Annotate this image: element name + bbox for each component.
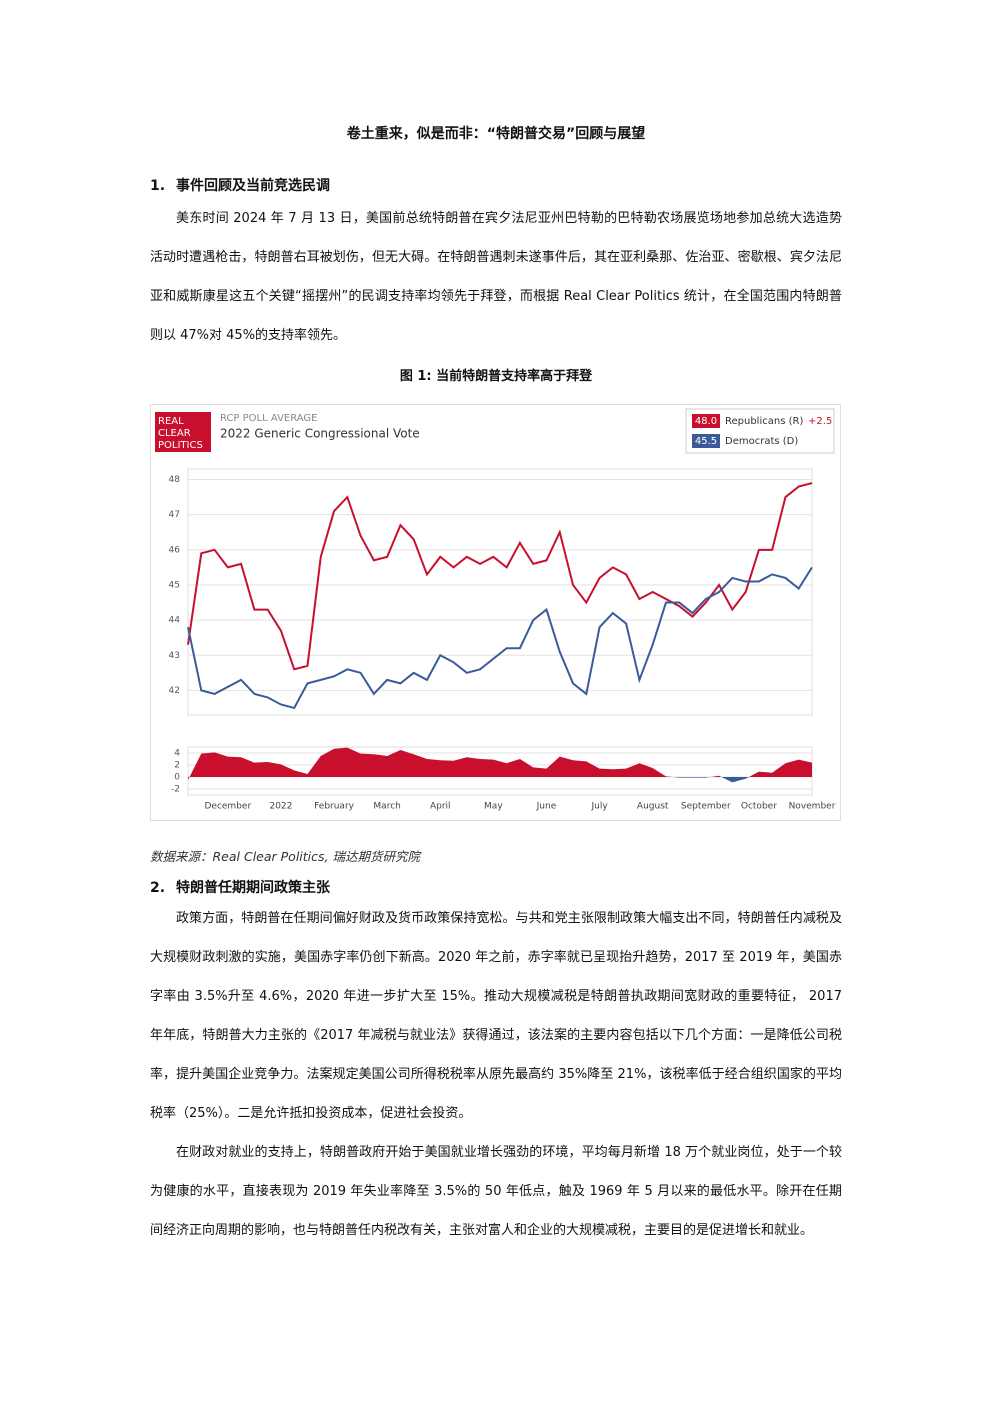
paragraph: 政策方面，特朗普在任期间偏好财政及货币政策保持宽松。与共和党主张限制政策大幅支出… [150,911,842,1121]
heading-number: 2. [150,880,166,896]
legend-swatch [692,414,720,428]
y-tick-label: 0 [174,773,180,783]
chart-frame [150,404,841,821]
y-tick-label: 44 [169,616,181,626]
y-tick-label: 48 [169,475,181,485]
x-tick-label: February [314,802,355,812]
legend-lead: +2.5 [808,416,832,427]
heading-text: 事件回顾及当前竞选民调 [176,178,330,194]
x-tick-label: March [373,802,400,812]
x-tick-label: October [741,802,777,812]
y-tick-label: -2 [171,785,180,795]
heading: 1. 事件回顾及当前竞选民调 [150,175,330,195]
y-tick-label: 46 [169,545,181,555]
legend-value: 48.0 [695,416,717,427]
paragraph: 美东时间 2024 年 7 月 13 日，美国前总统特朗普在宾夕法尼亚州巴特勒的… [150,211,842,343]
logo-text: CLEAR [158,428,191,439]
line [187,566,813,710]
x-tick-label: April [430,802,451,812]
x-tick-label: June [536,802,557,812]
x-tick-label: September [681,802,731,812]
x-tick-label: 2022 [269,802,292,812]
legend-value: 45.5 [695,436,717,447]
legend-label: Democrats (D) [725,436,798,447]
y-tick-label: 43 [169,651,180,661]
x-tick-label: July [590,802,608,812]
y-tick-label: 2 [174,761,180,771]
chart-title: 2022 Generic Congressional Vote [220,427,420,441]
main-plot: 42 43 44 45 46 47 48 [169,468,813,716]
area [188,747,812,777]
plot-frame [187,468,813,716]
heading: 2. 特朗普任期期间政策主张 [150,877,330,897]
logo-text: POLITICS [158,440,203,451]
y-tick-label: 47 [169,510,180,520]
line [187,482,813,671]
legend-swatch [692,434,720,448]
logo-text: REAL [158,416,184,427]
x-tick-label: November [789,802,836,812]
spread-plot: -2 0 2 4 December 2022 February March April May Ju… [171,746,836,812]
x-tick-label: May [484,802,503,812]
paragraph: 在财政对就业的支持上，特朗普政府开始于美国就业增长强劲的环境，平均每月新增 18… [150,1145,842,1238]
source: 数据来源：Real Clear Politics, 瑞达期货研究院 [150,849,420,864]
heading-number: 1. [150,178,166,194]
chart: REAL CLEAR POLITICS RCP POLL AVERAGE 202… [150,404,841,821]
y-tick-label: 42 [169,686,180,696]
x-tick-label: December [204,802,251,812]
heading-text: 特朗普任期期间政策主张 [176,880,330,896]
figure-caption: 图 1: 当前特朗普支持率高于拜登 [399,369,593,384]
x-tick-label: August [637,802,669,812]
legend-label: Republicans (R) [725,416,803,427]
y-tick-label: 4 [174,749,180,759]
logo [155,412,211,452]
chart-subtitle: RCP POLL AVERAGE [220,413,318,424]
y-tick-label: 45 [169,580,180,590]
doc-title: 卷土重来，似是而非：“特朗普交易”回顾与展望 [346,126,646,142]
